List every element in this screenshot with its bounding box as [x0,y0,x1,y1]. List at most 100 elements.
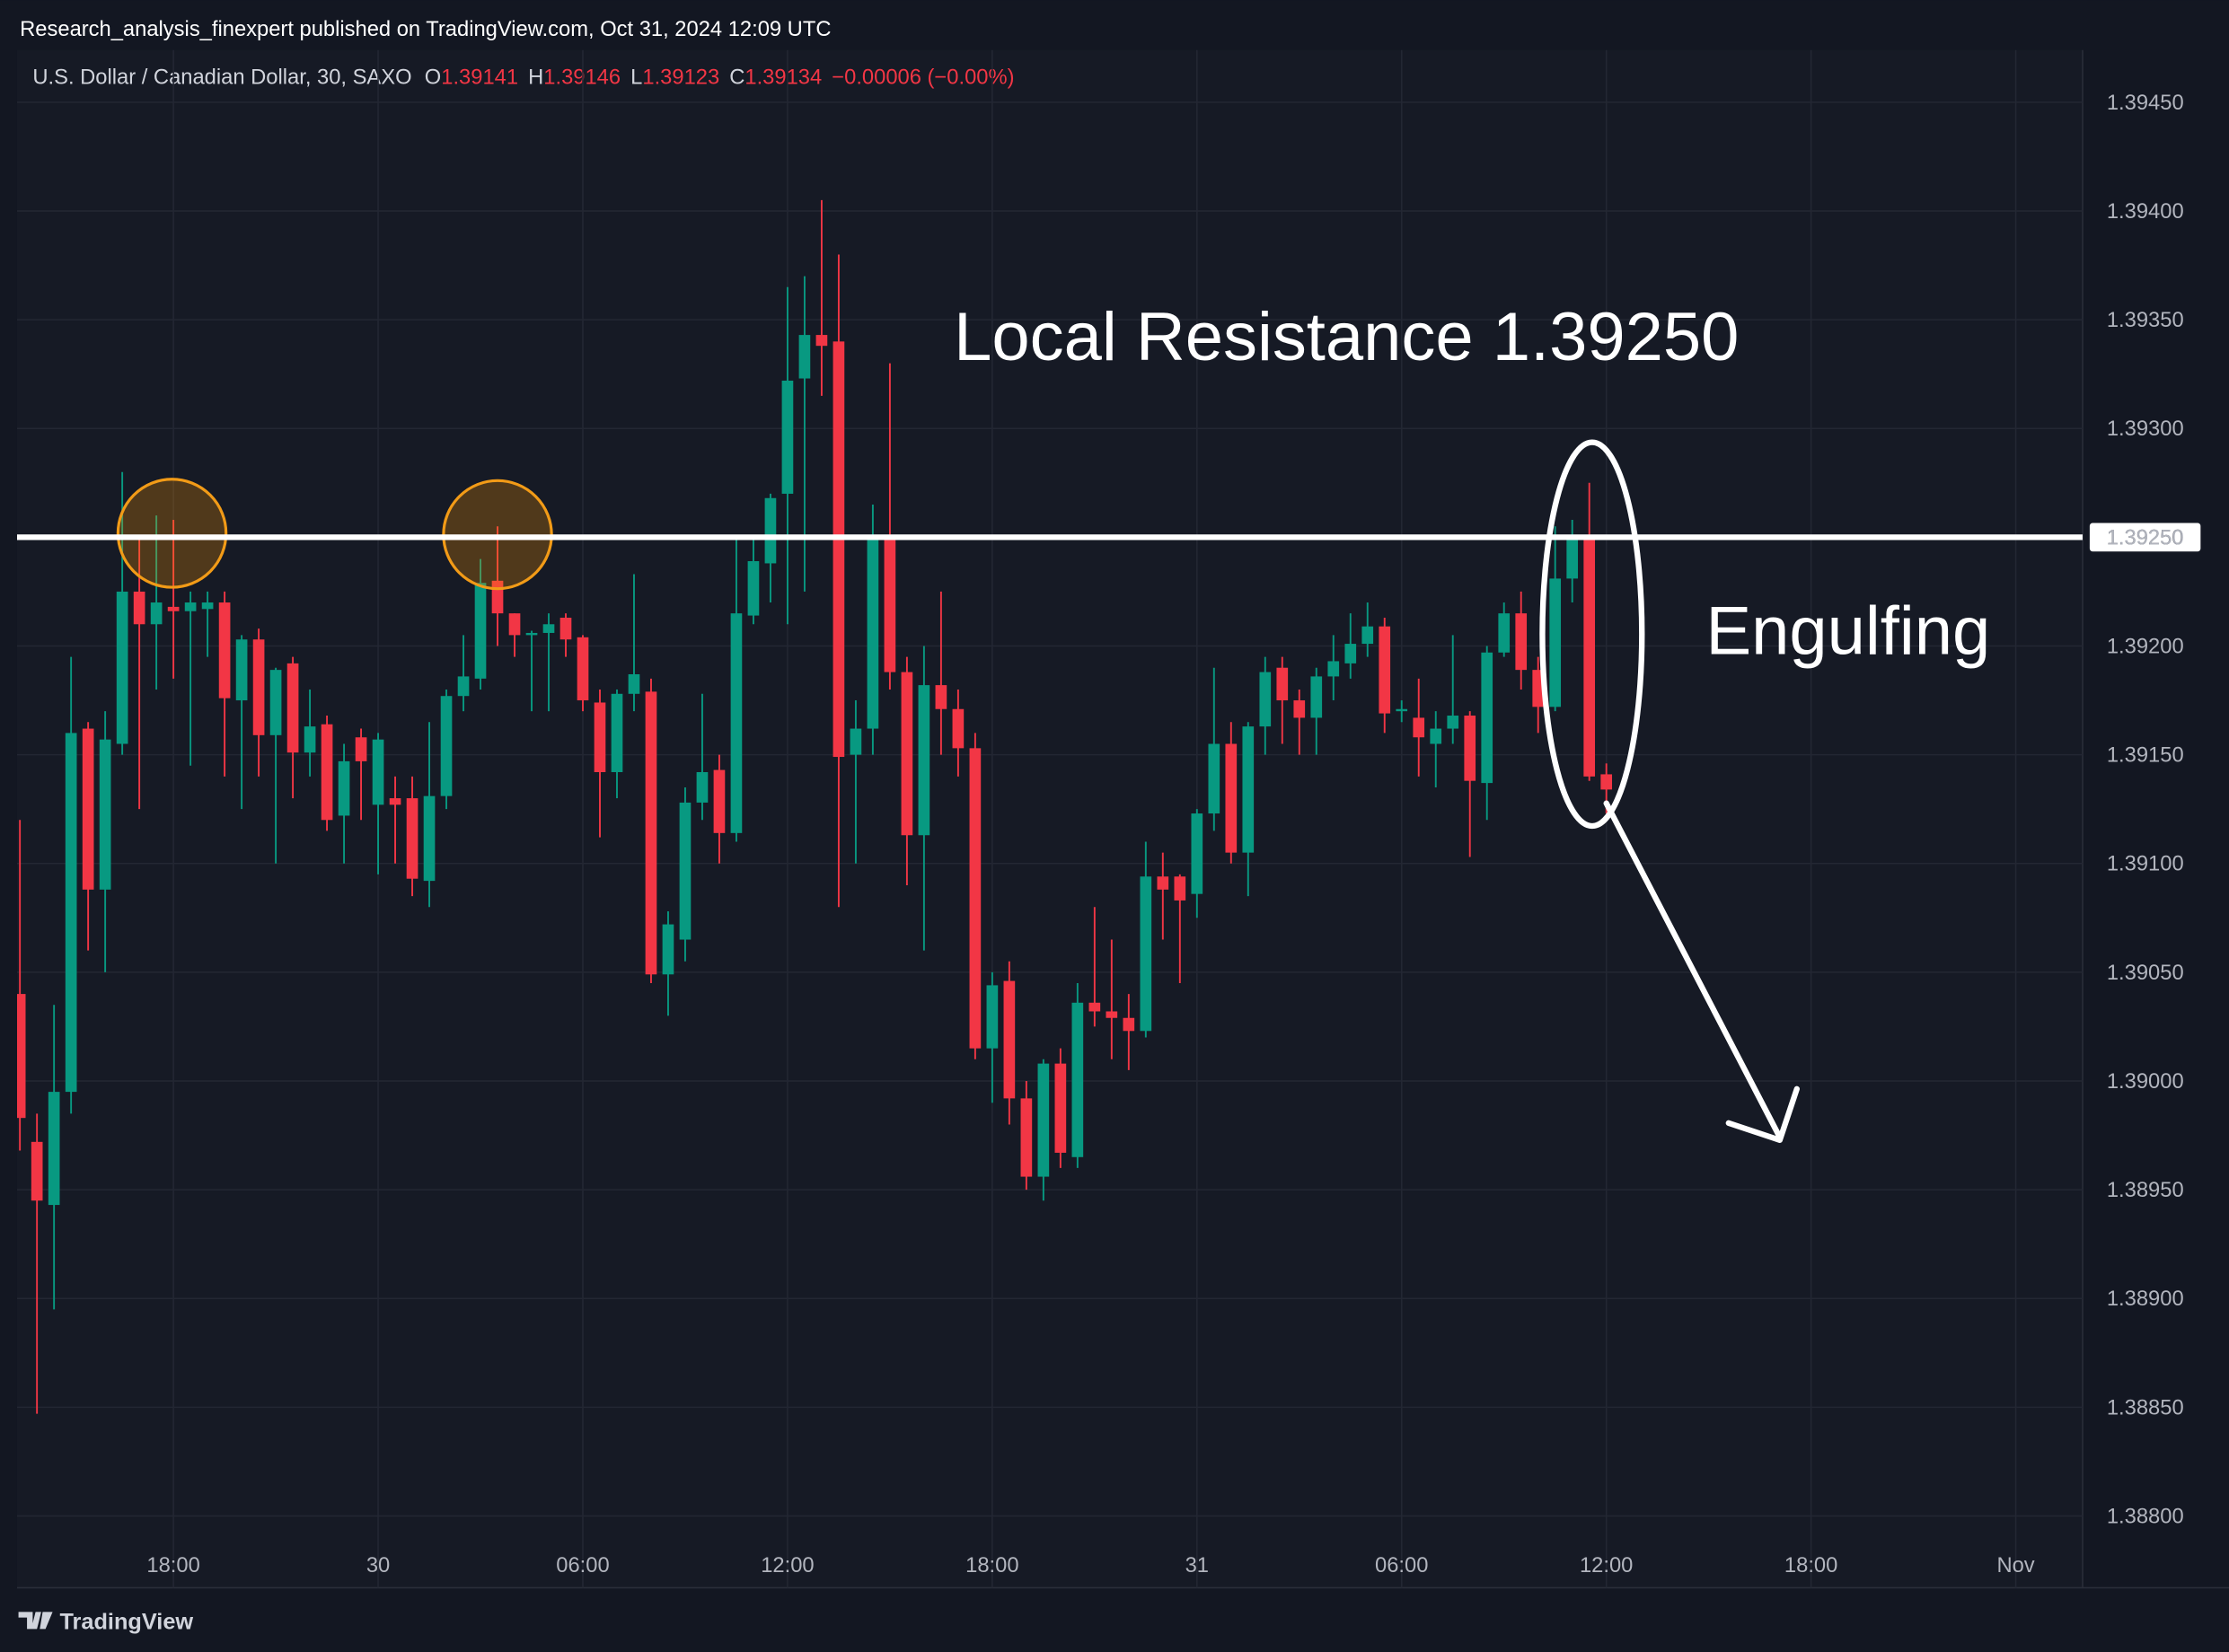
y-tick-label: 1.39050 [2107,962,2184,985]
candle-body [1361,626,1374,645]
candle-body [1157,876,1169,890]
candle-body [150,602,163,625]
brand-logo [18,1612,53,1630]
candle-body [1020,1098,1033,1177]
candle-body [696,772,709,803]
candle-body [1430,728,1442,744]
candle-body [406,798,418,879]
candle-body [338,760,350,816]
symbol: U.S. Dollar / Canadian Dollar, 30, SAXO [32,66,411,90]
candle-body [730,613,743,833]
y-tick-label: 1.39400 [2107,200,2184,224]
candle-body [355,737,367,761]
candle-body [1037,1063,1050,1177]
candle-body [321,724,333,821]
candle-body [1293,700,1306,718]
candle-body [747,561,760,616]
ohlc-value: 1.39146 [543,66,621,90]
y-tick-label: 1.39300 [2107,417,2184,441]
candle-body [833,341,845,758]
y-tick-label: 1.38850 [2107,1396,2184,1419]
candle-body [1106,1011,1118,1018]
ohlc-value: 1.39134 [744,66,822,90]
x-tick-label: 30 [366,1554,390,1577]
x-tick-label: 12:00 [761,1554,814,1577]
candle-body [99,739,111,890]
candle-body [1515,613,1528,671]
x-tick-label: 18:00 [965,1554,1018,1577]
candle-body [1481,652,1493,784]
candle-body [918,685,930,836]
candle-body [235,639,248,701]
candle-body [116,591,128,744]
y-tick-label: 1.39450 [2107,92,2184,115]
candle-body [269,670,282,735]
candle-body [1208,743,1220,814]
candle-body [645,691,657,975]
resistance: 1.39250 [16,523,2201,552]
y-tick-label: 1.38900 [2107,1287,2184,1311]
candle-body [594,702,606,773]
y-tick-label: 1.39000 [2107,1070,2184,1094]
candle-body [304,726,316,753]
candle-body [1549,578,1562,707]
candle-body [577,637,589,701]
resistance-annotation: Local Resistance 1.39250 [954,299,1739,375]
y-tick-label: 1.39150 [2107,744,2184,768]
candle-body [423,795,436,882]
change: −0.00006 (−0.00%) [832,66,1014,90]
candle-body [1174,876,1186,901]
y-tick-label: 1.39200 [2107,635,2184,658]
candle-body [611,693,623,773]
candle-body [252,639,265,735]
ohlc-key: H [528,66,543,90]
candle-body [867,537,879,729]
candle-body [1327,661,1340,677]
candle-body [16,994,26,1119]
candle-body [82,728,94,890]
candle-body [184,602,197,611]
candle-body [542,624,555,633]
candle-body [764,497,777,564]
y-tick-label: 1.39250 [2107,526,2184,549]
candles [16,199,1613,1414]
candle-body [952,708,965,749]
candle-body [218,602,231,699]
candle-body [935,685,947,709]
candle-body [1464,716,1476,781]
grid [16,49,2083,1588]
candle-body [1413,717,1425,738]
candle-body [133,591,145,625]
candle-body [1003,980,1016,1099]
y-tick-label: 1.39350 [2107,309,2184,332]
x-tick-label: 12:00 [1580,1554,1633,1577]
engulfing-ellipse [1539,439,1645,830]
x-tick-label: 18:00 [1784,1554,1837,1577]
candle-body [31,1141,43,1201]
price-label-box [2089,523,2201,552]
candle-body [1259,672,1272,727]
candle-body [1379,626,1391,714]
y-tick-label: 1.38800 [2107,1505,2184,1528]
x-tick-label: 06:00 [1375,1554,1428,1577]
candle-body [1054,1063,1067,1153]
candle-body [65,733,77,1093]
candle-body [901,672,913,836]
candle-body [474,583,487,679]
candle-body [986,985,999,1049]
candle-body [1242,726,1255,853]
candle-body [1600,774,1613,790]
candle-body [167,606,180,611]
x-tick-label: 18:00 [146,1554,199,1577]
candle-body [201,602,214,610]
candle-body [1140,876,1152,1032]
candle-body [1498,613,1511,653]
candle-body [1447,716,1459,729]
candle-body [679,802,692,940]
candle-body [1071,1002,1084,1157]
candle-body [1123,1017,1135,1032]
candle-body [1276,667,1289,701]
candle-body [850,728,862,755]
